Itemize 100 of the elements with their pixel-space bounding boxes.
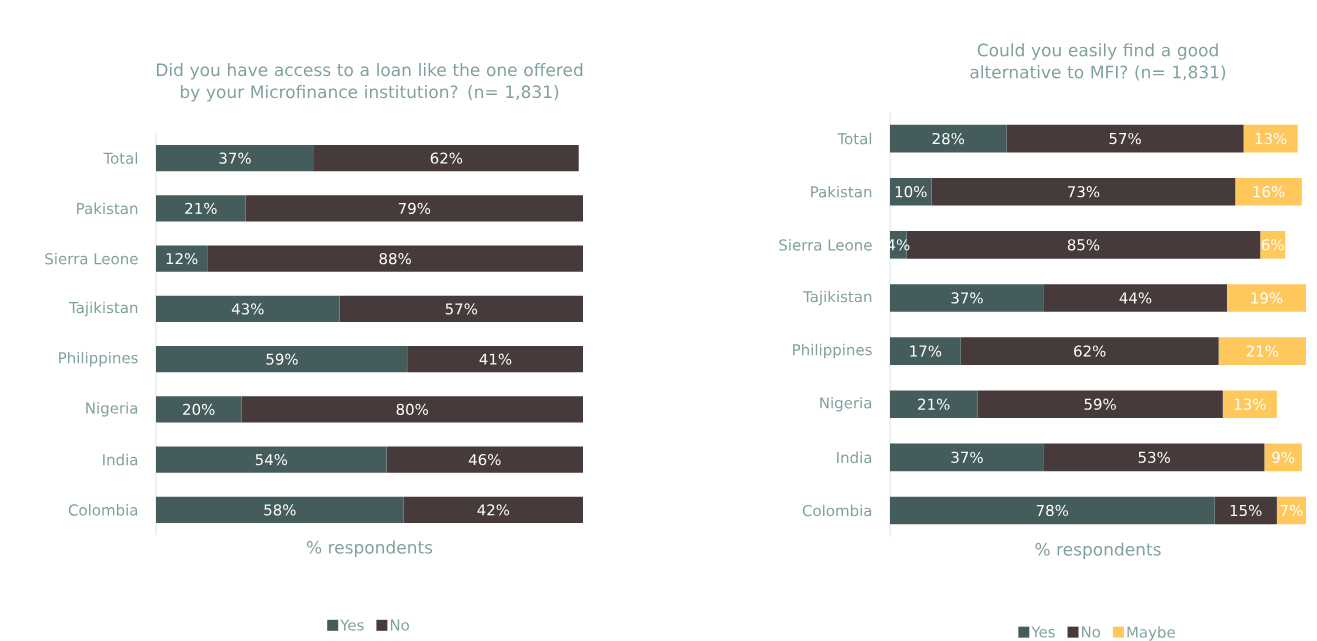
data-label: 54% (255, 453, 288, 466)
data-label: 15% (1230, 504, 1262, 517)
data-label: 62% (430, 152, 463, 164)
y-tick-label: Total (837, 132, 872, 145)
data-label: 43% (231, 303, 264, 315)
data-label: 79% (398, 202, 431, 215)
data-label: 46% (468, 453, 501, 466)
data-label: 37% (951, 451, 983, 463)
bar (960, 337, 1219, 365)
bar (931, 177, 1236, 206)
data-label: 57% (445, 303, 478, 315)
y-tick-label: India (103, 453, 138, 466)
bar (1226, 284, 1307, 312)
data-label: 13% (1234, 398, 1266, 410)
bar (386, 446, 583, 473)
data-label: 17% (910, 345, 942, 357)
y-tick-label: Sierra Leone (45, 252, 138, 265)
data-label: 85% (1067, 239, 1100, 251)
data-label: 9% (1272, 451, 1295, 463)
data-label: 73% (1068, 186, 1100, 198)
y-tick-label: Nigeria (820, 396, 872, 412)
bar (1218, 337, 1307, 365)
legend-label: No (390, 619, 409, 631)
bar (156, 145, 314, 172)
bar (156, 295, 340, 322)
data-label: 62% (1074, 345, 1106, 357)
bar (339, 295, 583, 322)
y-tick-label: Colombia (68, 504, 138, 516)
data-label: 59% (266, 353, 298, 365)
data-label: 58% (264, 504, 296, 516)
y-tick-label: Tajikistan (68, 301, 138, 317)
bar (156, 446, 387, 473)
bar (1260, 231, 1286, 259)
bar (1222, 390, 1277, 418)
data-label: 20% (183, 403, 215, 416)
data-label: 19% (1251, 292, 1283, 304)
bar (403, 496, 583, 523)
y-tick-label: Nigeria (86, 402, 138, 417)
bar (890, 496, 1215, 525)
bar (890, 284, 1044, 312)
y-tick-label: Philippines (59, 351, 138, 367)
bar (241, 396, 583, 423)
bar (207, 245, 583, 272)
data-label: 37% (951, 292, 983, 304)
legend-label: Maybe (1127, 626, 1175, 641)
y-tick-label: Pakistan (811, 185, 872, 198)
data-label: 78% (1036, 504, 1069, 517)
bar (1214, 496, 1277, 525)
data-label: 13% (1255, 132, 1287, 145)
data-label: 42% (477, 504, 510, 516)
legend-label: No (1082, 626, 1101, 638)
bar (156, 195, 246, 222)
bar (156, 346, 408, 373)
data-label: 21% (185, 202, 217, 215)
bar (890, 390, 978, 418)
y-tick-label: Philippines (793, 343, 872, 359)
y-tick-label: India (837, 451, 872, 464)
x-axis-title: % respondents (1035, 542, 1161, 559)
y-tick-label: Sierra Leone (779, 239, 872, 251)
data-label: 12% (166, 252, 198, 265)
data-label: 6% (1261, 239, 1284, 251)
bar (245, 195, 583, 222)
data-label: 37% (219, 152, 251, 164)
data-label: 41% (479, 353, 512, 365)
bar (407, 346, 583, 373)
y-tick-label: Colombia (802, 504, 872, 517)
chart-title: Did you have access to a loan like the one offered by your Microfinance institution? (n= 1,831) (156, 63, 583, 102)
data-label: 57% (1109, 132, 1141, 145)
data-label: 16% (1253, 186, 1285, 198)
legend-label: Yes (340, 619, 364, 631)
data-label: 28% (932, 132, 965, 145)
y-tick-label: Pakistan (77, 202, 138, 215)
data-label: 7% (1280, 504, 1303, 517)
bar (1043, 443, 1265, 472)
bar (156, 245, 208, 272)
chart-title: Could you easily find a good alternative to MFI? (n= 1,831) (970, 43, 1226, 81)
bar (890, 177, 932, 206)
bar (156, 496, 404, 523)
y-tick-label: Tajikistan (802, 290, 872, 306)
bar (1264, 443, 1302, 472)
bar (1235, 177, 1302, 206)
data-label: 53% (1138, 451, 1171, 463)
bar (314, 145, 579, 172)
bar (890, 337, 961, 365)
bar (156, 396, 242, 423)
bar (977, 390, 1223, 418)
data-label: 10% (895, 186, 927, 198)
y-tick-label: Total (103, 152, 138, 164)
x-axis-title: % respondents (306, 540, 433, 557)
data-label: 80% (396, 403, 429, 416)
data-label: 44% (1119, 292, 1152, 304)
bar (890, 124, 1007, 153)
bar (890, 443, 1044, 472)
bar (1006, 124, 1244, 153)
data-label: 21% (1246, 345, 1279, 357)
bar (1243, 124, 1298, 153)
data-label: 21% (918, 398, 950, 410)
legend-label: Yes (1031, 626, 1055, 638)
data-label: 59% (1084, 398, 1116, 410)
bar (1043, 284, 1227, 312)
